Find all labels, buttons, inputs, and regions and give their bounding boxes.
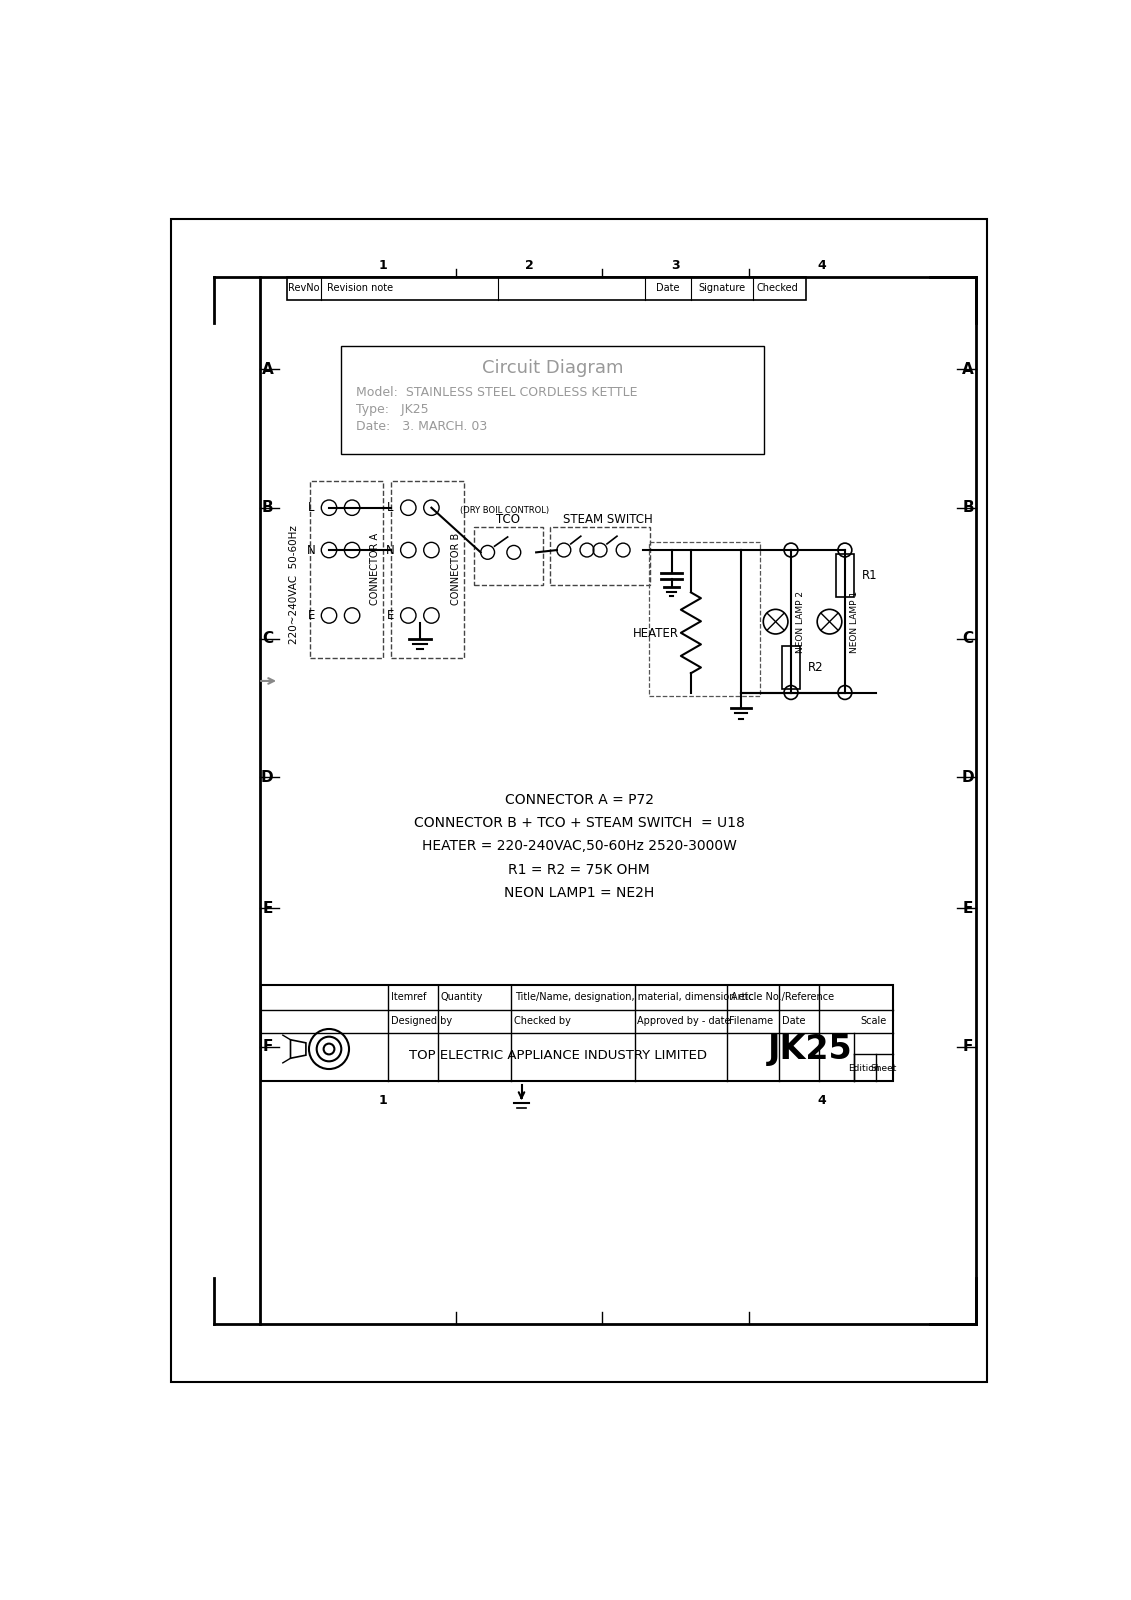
Text: Edition: Edition <box>848 1064 880 1072</box>
Text: NEON LAMP 2: NEON LAMP 2 <box>796 590 805 653</box>
Text: Scale: Scale <box>861 1016 887 1026</box>
Bar <box>648 542 760 696</box>
Text: N: N <box>307 544 316 557</box>
Text: Type:   JK25: Type: JK25 <box>356 403 429 416</box>
Bar <box>390 480 464 658</box>
Text: Itemref: Itemref <box>390 992 426 1003</box>
Text: CONNECTOR A = P72: CONNECTOR A = P72 <box>504 794 654 808</box>
Text: 2: 2 <box>525 259 534 272</box>
Text: 1: 1 <box>379 259 387 272</box>
Text: L: L <box>387 501 394 514</box>
Text: Article No./Reference: Article No./Reference <box>731 992 834 1003</box>
Text: CONNECTOR B: CONNECTOR B <box>451 533 461 605</box>
Bar <box>261 986 892 1082</box>
Text: Revision note: Revision note <box>328 283 394 293</box>
Text: N: N <box>386 544 395 557</box>
Text: 4: 4 <box>818 1094 826 1107</box>
Bar <box>260 277 976 1323</box>
Bar <box>836 554 854 597</box>
Text: (DRY BOIL CONTROL): (DRY BOIL CONTROL) <box>460 506 550 515</box>
Text: JK25: JK25 <box>768 1032 853 1066</box>
Text: Checked: Checked <box>757 283 798 293</box>
Text: Checked by: Checked by <box>513 1016 571 1026</box>
Text: Filename: Filename <box>729 1016 774 1026</box>
Text: E: E <box>962 901 974 915</box>
Text: TCO: TCO <box>497 512 520 526</box>
Text: B: B <box>261 501 274 515</box>
Text: 1: 1 <box>379 1094 387 1107</box>
Text: Circuit Diagram: Circuit Diagram <box>482 358 623 376</box>
Text: Designed by: Designed by <box>390 1016 451 1026</box>
Text: 4: 4 <box>818 259 826 272</box>
Text: D: D <box>961 770 975 784</box>
Text: E: E <box>262 901 273 915</box>
Text: CONNECTOR B + TCO + STEAM SWITCH  = U18: CONNECTOR B + TCO + STEAM SWITCH = U18 <box>414 816 744 830</box>
Text: HEATER: HEATER <box>633 627 680 640</box>
Text: R1 = R2 = 75K OHM: R1 = R2 = 75K OHM <box>508 862 650 877</box>
Text: A: A <box>261 362 274 376</box>
Text: Approved by - date: Approved by - date <box>637 1016 731 1026</box>
Text: Model:  STAINLESS STEEL CORDLESS KETTLE: Model: STAINLESS STEEL CORDLESS KETTLE <box>356 386 638 398</box>
Text: F: F <box>962 1040 974 1054</box>
Text: E: E <box>387 610 395 622</box>
Text: A: A <box>962 362 974 376</box>
Bar <box>550 526 650 584</box>
Text: Date:   3. MARCH. 03: Date: 3. MARCH. 03 <box>356 419 487 432</box>
Text: Date: Date <box>782 1016 805 1026</box>
Text: C: C <box>262 630 273 646</box>
Text: NEON LAMP 1: NEON LAMP 1 <box>849 590 858 653</box>
Text: NEON LAMP1 = NE2H: NEON LAMP1 = NE2H <box>504 886 655 899</box>
Text: TOP ELECTRIC APPLIANCE INDUSTRY LIMITED: TOP ELECTRIC APPLIANCE INDUSTRY LIMITED <box>408 1050 707 1062</box>
Text: R2: R2 <box>808 661 823 674</box>
Text: Title/Name, designation, material, dimension etc: Title/Name, designation, material, dimen… <box>516 992 754 1003</box>
Text: 220~240VAC  50-60Hz: 220~240VAC 50-60Hz <box>290 525 300 645</box>
Text: L: L <box>308 501 314 514</box>
Text: STEAM SWITCH: STEAM SWITCH <box>563 512 653 526</box>
Text: F: F <box>262 1040 273 1054</box>
Text: RevNo: RevNo <box>288 283 320 293</box>
Text: Quantity: Quantity <box>441 992 483 1003</box>
Text: E: E <box>308 610 314 622</box>
Text: HEATER = 220-240VAC,50-60Hz 2520-3000W: HEATER = 220-240VAC,50-60Hz 2520-3000W <box>422 840 736 853</box>
Text: Sheet: Sheet <box>870 1064 897 1072</box>
Bar <box>782 646 801 690</box>
Text: B: B <box>962 501 974 515</box>
Text: R1: R1 <box>862 570 878 582</box>
Text: CONNECTOR A: CONNECTOR A <box>370 533 380 605</box>
Text: C: C <box>962 630 974 646</box>
Bar <box>474 526 543 584</box>
Bar <box>340 346 765 454</box>
Text: Date: Date <box>656 283 680 293</box>
Text: 3: 3 <box>671 259 680 272</box>
Text: D: D <box>261 770 274 784</box>
Bar <box>286 277 806 299</box>
Text: Signature: Signature <box>698 283 745 293</box>
Bar <box>310 480 383 658</box>
